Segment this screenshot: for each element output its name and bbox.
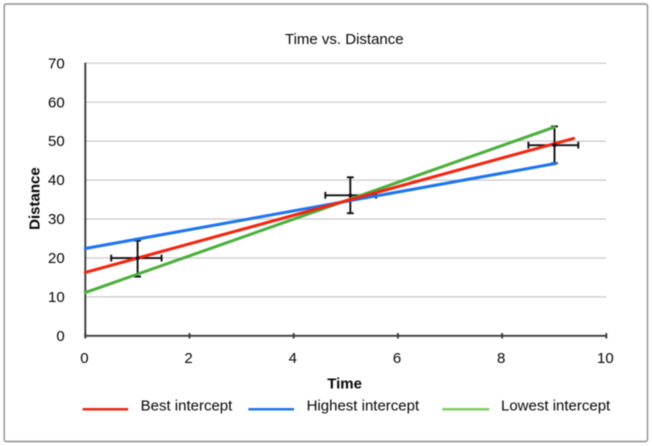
svg-text:10: 10 xyxy=(48,289,65,306)
svg-text:60: 60 xyxy=(48,94,65,111)
svg-text:40: 40 xyxy=(48,172,65,189)
svg-text:Time: Time xyxy=(327,376,362,393)
svg-text:Lowest intercept: Lowest intercept xyxy=(501,397,611,414)
svg-text:Highest intercept: Highest intercept xyxy=(307,397,420,414)
svg-text:20: 20 xyxy=(48,250,65,267)
svg-text:30: 30 xyxy=(48,211,65,228)
svg-text:0: 0 xyxy=(80,350,88,367)
svg-text:4: 4 xyxy=(289,350,297,367)
svg-text:8: 8 xyxy=(497,350,505,367)
svg-text:Distance: Distance xyxy=(26,167,43,230)
svg-text:Time vs. Distance: Time vs. Distance xyxy=(285,31,404,48)
svg-text:6: 6 xyxy=(393,350,401,367)
svg-text:2: 2 xyxy=(184,350,192,367)
svg-text:Best intercept: Best intercept xyxy=(141,397,234,414)
svg-text:0: 0 xyxy=(56,328,64,345)
svg-text:50: 50 xyxy=(48,133,65,150)
svg-text:70: 70 xyxy=(48,55,65,72)
svg-text:10: 10 xyxy=(597,350,614,367)
